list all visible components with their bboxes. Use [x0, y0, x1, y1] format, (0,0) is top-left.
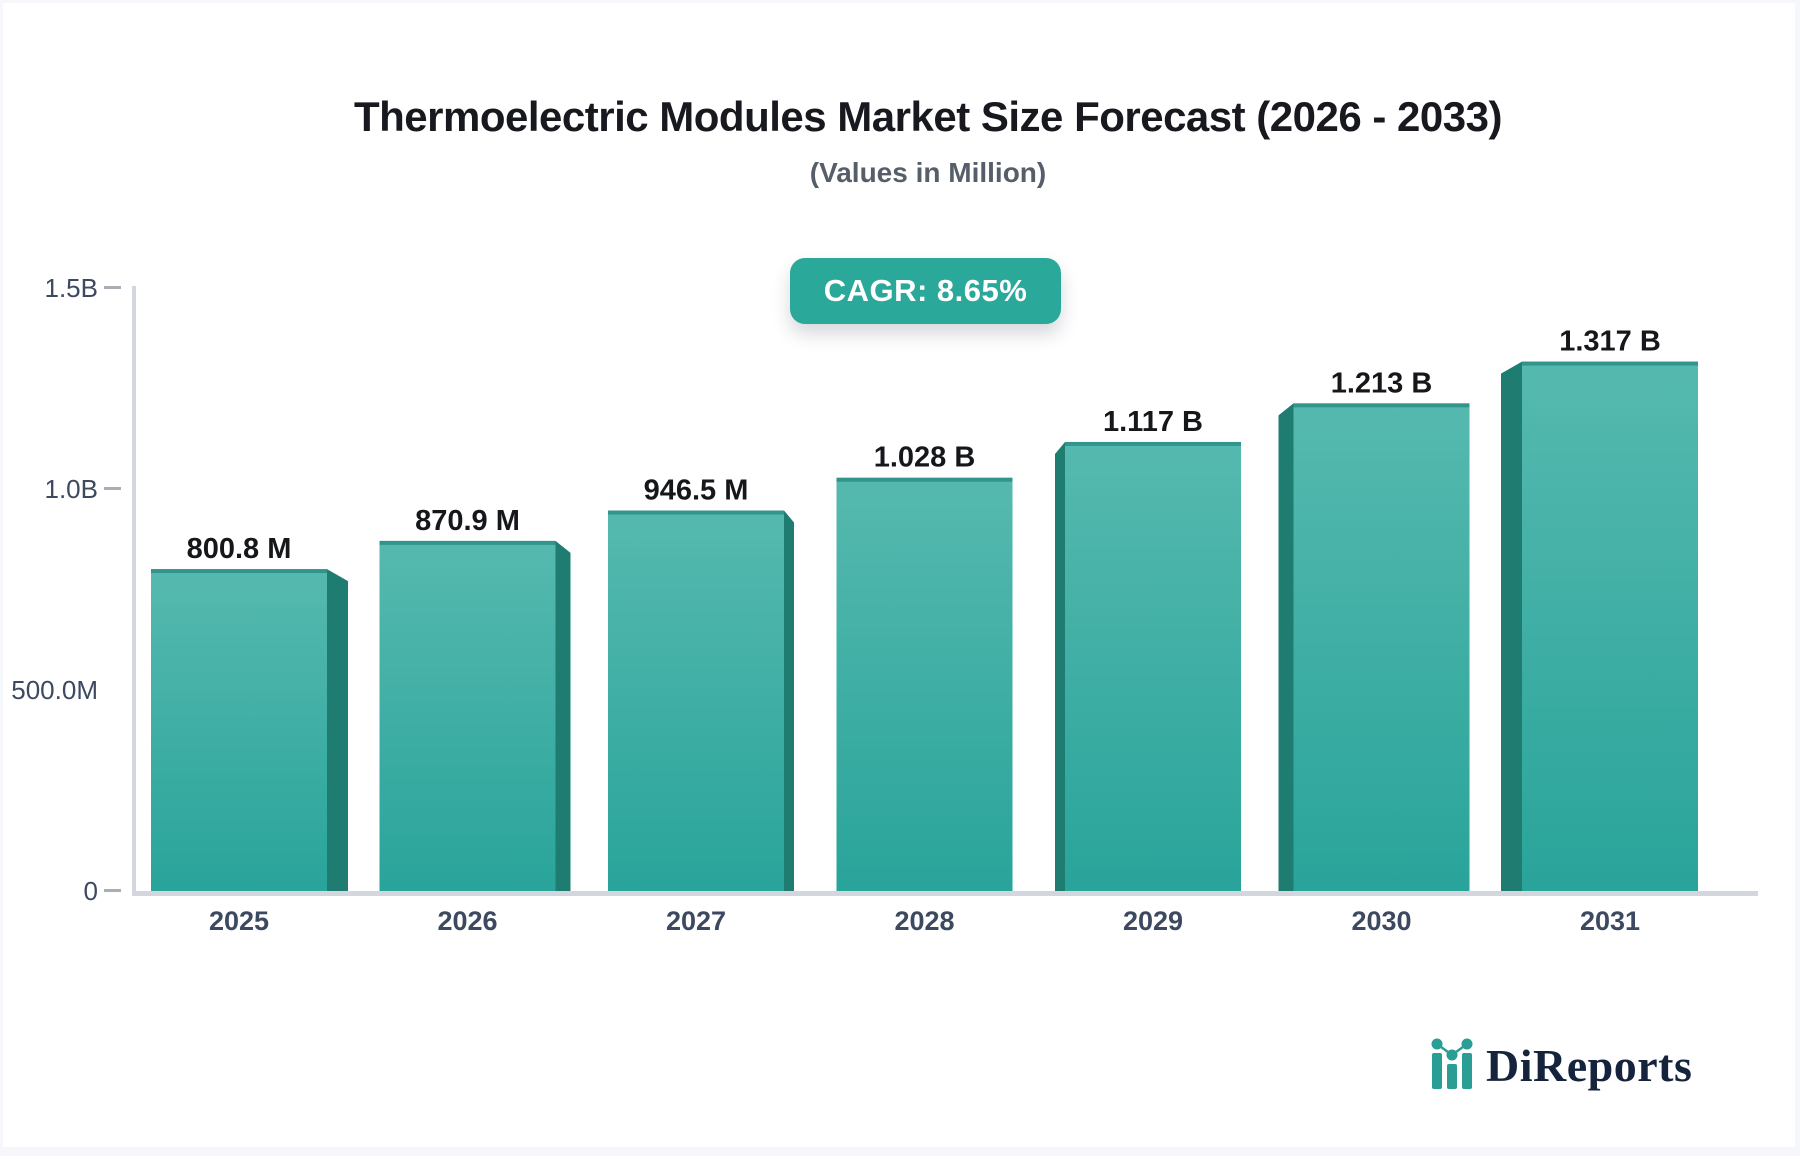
y-tick-label: 500.0M: [11, 675, 98, 705]
chart-subtitle: (Values in Million): [809, 157, 1047, 188]
cagr-badge-label: CAGR: 8.65%: [823, 273, 1028, 308]
bar-value-label: 800.8 M: [187, 533, 292, 565]
bar-2025: 800.8 M: [151, 533, 348, 891]
bar-face: [151, 569, 327, 891]
bar-3d-side: [784, 510, 794, 891]
bar-face: [1522, 361, 1698, 891]
bar-2031: 1.317 B: [1501, 326, 1698, 891]
bar-top-lip: [1522, 361, 1698, 366]
bar-top-lip: [836, 477, 1013, 482]
bar-face: [1293, 403, 1470, 891]
bar-value-label: 946.5 M: [644, 475, 749, 507]
y-tick-label: 0: [84, 876, 98, 906]
x-tick-label: 2029: [1123, 906, 1183, 936]
y-tick-dash: [104, 487, 121, 490]
bar-top-lip: [1293, 403, 1470, 408]
y-tick-dash: [104, 889, 121, 892]
bar-3d-side: [327, 569, 348, 891]
brand-logo: DiReports: [1431, 1035, 1692, 1089]
chart-title: Thermoelectric Modules Market Size Forec…: [354, 93, 1502, 140]
brand-logo-text: DiReports: [1486, 1040, 1693, 1091]
x-tick-label: 2028: [894, 906, 954, 936]
bar-chart-plot: 1.5B 1.0B 500.0M 0 800.8 M 2025 870.9 M 2026 946…: [11, 273, 1758, 936]
y-tick-label: 1.0B: [45, 474, 99, 504]
x-tick-label: 2027: [666, 906, 726, 936]
x-tick-label: 2025: [209, 906, 269, 936]
bar-face: [608, 510, 784, 891]
chart-header: Thermoelectric Modules Market Size Forec…: [61, 93, 1795, 189]
chart-card: Thermoelectric Modules Market Size Forec…: [3, 3, 1795, 1147]
bar-value-label: 1.028 B: [874, 442, 976, 474]
bar-top-lip: [151, 569, 327, 574]
bar-chart-logo-icon: [1431, 1038, 1473, 1089]
cagr-badge: CAGR: 8.65%: [790, 258, 1061, 324]
bar-2029: 1.117 B: [1055, 406, 1241, 891]
bar-face: [836, 477, 1013, 891]
bar-3d-side: [1501, 361, 1522, 891]
x-tick-label: 2030: [1351, 906, 1411, 936]
bar-face: [379, 540, 556, 891]
x-axis-line: [132, 891, 1758, 896]
y-axis-line: [132, 286, 136, 891]
bar-2026: 870.9 M: [379, 505, 571, 891]
y-tick-label: 1.5B: [45, 273, 99, 303]
bar-value-label: 870.9 M: [415, 505, 520, 537]
bar-face: [1065, 441, 1241, 891]
bar-top-lip: [1065, 441, 1241, 446]
bar-3d-side: [1055, 441, 1065, 891]
bar-2028: 1.028 B: [836, 442, 1013, 891]
bar-2030: 1.213 B: [1278, 367, 1470, 891]
bar-value-label: 1.117 B: [1103, 406, 1203, 438]
x-tick-label: 2026: [437, 906, 497, 936]
bar-3d-side: [1278, 403, 1294, 891]
bar-2027: 946.5 M: [608, 475, 794, 891]
bar-top-lip: [608, 510, 784, 515]
x-tick-label: 2031: [1580, 906, 1640, 936]
bar-value-label: 1.213 B: [1331, 367, 1433, 399]
bar-3d-side: [555, 540, 571, 891]
bar-top-lip: [379, 540, 556, 545]
y-tick-dash: [104, 286, 121, 289]
bar-value-label: 1.317 B: [1559, 326, 1661, 358]
